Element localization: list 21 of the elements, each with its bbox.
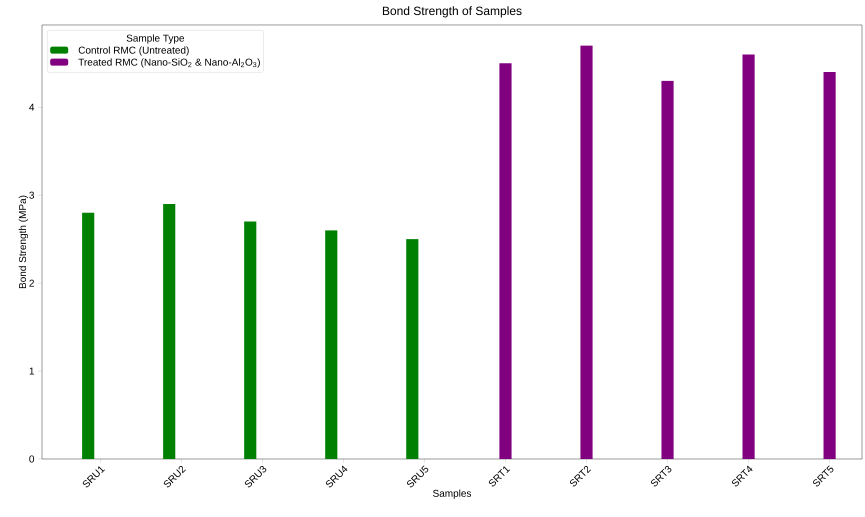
bar	[824, 72, 836, 459]
bar	[82, 212, 94, 459]
bar	[580, 46, 593, 459]
bar	[742, 54, 755, 459]
bar	[406, 239, 418, 459]
y-tick-label: 3	[29, 192, 34, 199]
bar	[163, 204, 176, 459]
legend-label: Control RMC (Untreated)	[78, 46, 189, 56]
y-tick-label: 0	[29, 455, 34, 463]
y-axis-title: Bond Strength (MPa)	[18, 196, 28, 288]
x-axis-title: Samples	[433, 490, 472, 499]
legend-title: Sample Type	[126, 34, 184, 44]
bar	[661, 80, 674, 459]
bar	[499, 63, 512, 459]
legend-label: Treated RMC (Nano-SiO$_{2}$ & Nano-Al$_{2}$O$_{3}$)	[78, 58, 260, 68]
chart-title: Bond Strength of Samples	[382, 6, 522, 18]
y-tick-label: 1	[30, 368, 34, 374]
bar	[244, 222, 256, 459]
bar	[325, 230, 338, 459]
y-tick-label: 2	[29, 280, 34, 287]
y-tick-label: 4	[29, 104, 34, 111]
